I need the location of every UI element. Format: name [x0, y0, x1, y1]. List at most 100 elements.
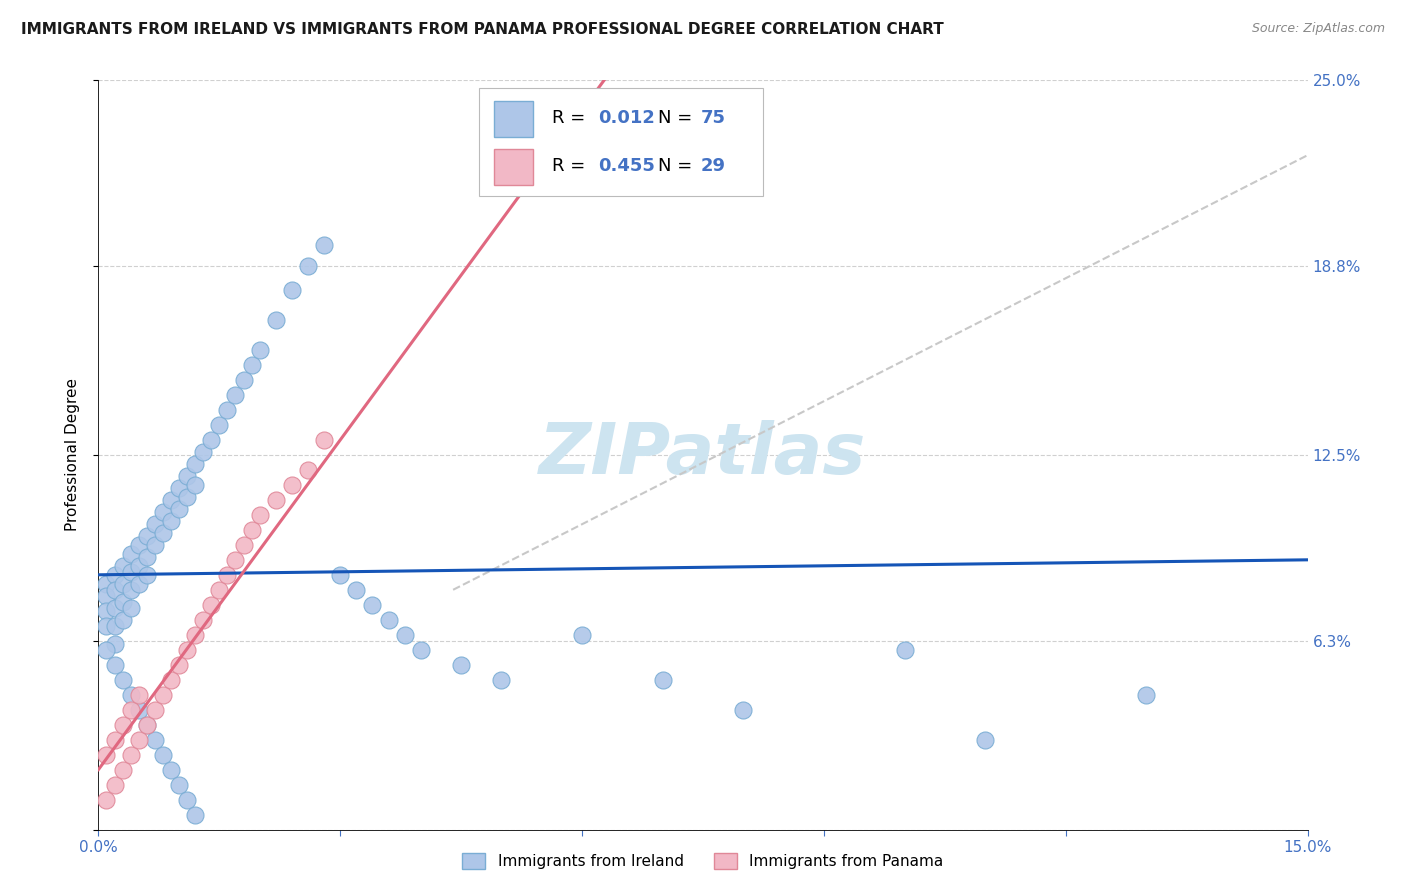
Point — [377, 613, 399, 627]
Point — [208, 417, 231, 432]
Y-axis label: Professional Degree: Professional Degree — [65, 378, 80, 532]
Text: R =: R = — [551, 157, 591, 175]
Point — [103, 619, 125, 633]
Point — [974, 732, 997, 747]
Point — [135, 717, 157, 731]
Legend: Immigrants from Ireland, Immigrants from Panama: Immigrants from Ireland, Immigrants from… — [457, 847, 949, 875]
Point — [297, 259, 319, 273]
Point — [200, 433, 222, 447]
Point — [450, 657, 472, 672]
Point — [184, 457, 207, 471]
Point — [103, 567, 125, 582]
Point — [281, 478, 304, 492]
Point — [264, 313, 287, 327]
Text: IMMIGRANTS FROM IRELAND VS IMMIGRANTS FROM PANAMA PROFESSIONAL DEGREE CORRELATIO: IMMIGRANTS FROM IRELAND VS IMMIGRANTS FR… — [21, 22, 943, 37]
Point — [240, 358, 263, 372]
Bar — [494, 149, 533, 185]
FancyBboxPatch shape — [479, 87, 763, 196]
Text: 75: 75 — [700, 109, 725, 128]
Point — [152, 525, 174, 540]
Point — [571, 628, 593, 642]
Point — [120, 703, 142, 717]
Point — [120, 688, 142, 702]
Point — [160, 492, 183, 507]
Point — [167, 778, 190, 792]
Point — [224, 388, 246, 402]
Point — [249, 343, 271, 357]
Point — [152, 505, 174, 519]
Point — [1135, 688, 1157, 702]
Text: N =: N = — [658, 109, 699, 128]
Point — [893, 642, 915, 657]
Point — [103, 657, 125, 672]
Text: R =: R = — [551, 109, 591, 128]
Point — [111, 717, 134, 731]
Point — [128, 558, 150, 573]
Text: Source: ZipAtlas.com: Source: ZipAtlas.com — [1251, 22, 1385, 36]
Point — [217, 567, 239, 582]
Text: 29: 29 — [700, 157, 725, 175]
Point — [128, 576, 150, 591]
Point — [143, 516, 166, 531]
Point — [111, 673, 134, 687]
Point — [176, 490, 198, 504]
Point — [152, 688, 174, 702]
Point — [103, 637, 125, 651]
Point — [128, 688, 150, 702]
Point — [96, 642, 118, 657]
Point — [120, 547, 142, 561]
Point — [160, 514, 183, 528]
Point — [135, 549, 157, 564]
Point — [176, 792, 198, 806]
Point — [249, 508, 271, 522]
Point — [193, 445, 215, 459]
Point — [120, 565, 142, 579]
Point — [167, 657, 190, 672]
Point — [208, 582, 231, 597]
Point — [314, 238, 336, 252]
Point — [394, 628, 416, 642]
Point — [193, 613, 215, 627]
Point — [264, 492, 287, 507]
Point — [297, 463, 319, 477]
Point — [409, 642, 432, 657]
Point — [96, 747, 118, 762]
Point — [184, 628, 207, 642]
Point — [135, 567, 157, 582]
Point — [103, 732, 125, 747]
Point — [232, 373, 254, 387]
Point — [111, 613, 134, 627]
Text: N =: N = — [658, 157, 699, 175]
Text: 0.012: 0.012 — [598, 109, 655, 128]
Point — [135, 717, 157, 731]
Point — [111, 763, 134, 777]
Point — [314, 433, 336, 447]
Point — [120, 600, 142, 615]
Point — [152, 747, 174, 762]
Point — [96, 604, 118, 618]
Point — [184, 478, 207, 492]
Point — [128, 703, 150, 717]
Point — [176, 642, 198, 657]
Point — [281, 283, 304, 297]
Point — [344, 582, 367, 597]
Text: ZIPatlas: ZIPatlas — [540, 420, 866, 490]
Point — [103, 600, 125, 615]
Bar — [494, 101, 533, 137]
Point — [224, 553, 246, 567]
Point — [651, 673, 673, 687]
Point — [111, 558, 134, 573]
Point — [120, 582, 142, 597]
Point — [143, 703, 166, 717]
Point — [143, 732, 166, 747]
Point — [160, 763, 183, 777]
Point — [143, 538, 166, 552]
Point — [111, 576, 134, 591]
Point — [329, 567, 352, 582]
Point — [200, 598, 222, 612]
Point — [176, 469, 198, 483]
Point — [111, 595, 134, 609]
Point — [96, 792, 118, 806]
Point — [128, 538, 150, 552]
Point — [96, 619, 118, 633]
